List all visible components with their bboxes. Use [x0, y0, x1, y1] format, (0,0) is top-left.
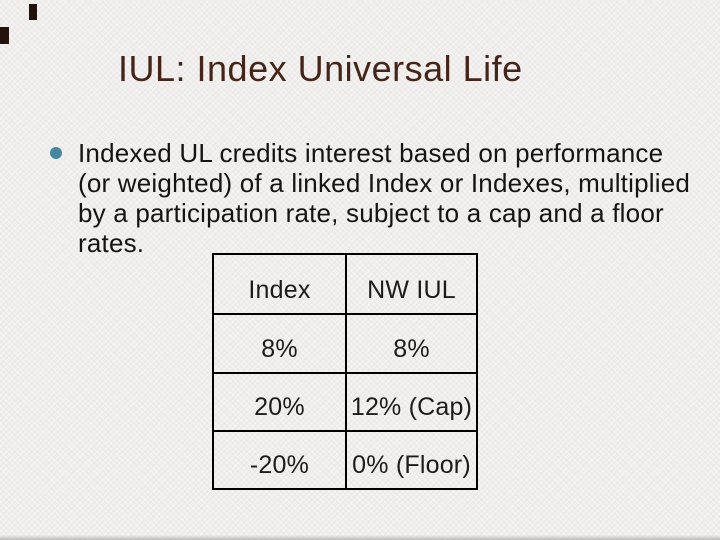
slide-title: IUL: Index Universal Life: [118, 48, 523, 89]
bullet-paragraph: Indexed UL credits interest based on per…: [50, 138, 690, 258]
table-cell-nwiul-row2: 12% (Cap): [345, 371, 476, 430]
table-cell-nwiul-row1: 8%: [345, 313, 476, 372]
table-header-index: Index: [248, 276, 311, 305]
rates-table: Index NW IUL 8% 8% 20% 12% (Cap) -20% 0%…: [212, 253, 478, 490]
table-cell-index-row1: 8%: [214, 313, 345, 371]
bullet-dot-icon: [50, 147, 62, 159]
table-cell-nwiul-row3: 0% (Floor): [345, 429, 476, 488]
table-cell-index-row2: 20%: [214, 371, 345, 430]
table-cell-index-row3: -20%: [214, 429, 345, 488]
corner-decoration-left: [0, 27, 9, 44]
bullet-text-block: Indexed UL credits interest based on per…: [78, 138, 690, 258]
bullet-text-line: (or weighted) of a linked Index or Index…: [78, 168, 691, 198]
bullet-text-line: rates.: [78, 228, 145, 258]
bullet-text-line: Indexed UL credits interest based on per…: [78, 138, 664, 168]
table-header-nw-iul: NW IUL: [345, 255, 476, 314]
bullet-text-line: by a participation rate, subject to a ca…: [78, 198, 664, 228]
corner-decoration-top: [29, 4, 37, 20]
bottom-shadow: [0, 535, 720, 540]
